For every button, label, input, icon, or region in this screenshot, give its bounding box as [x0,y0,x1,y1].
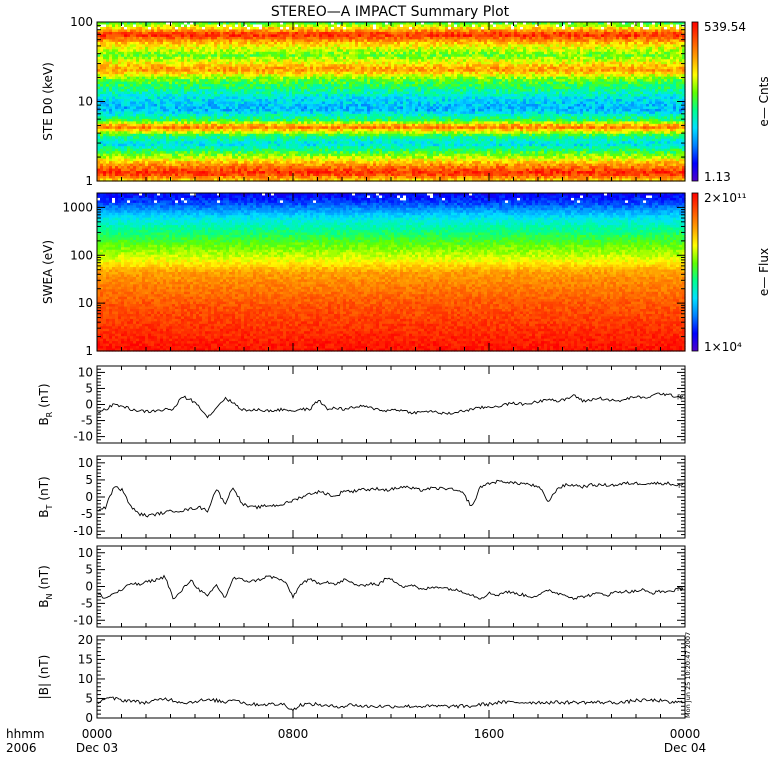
heatmap-cells [97,22,686,182]
plot-title: STEREO—A IMPACT Summary Plot [271,4,510,20]
